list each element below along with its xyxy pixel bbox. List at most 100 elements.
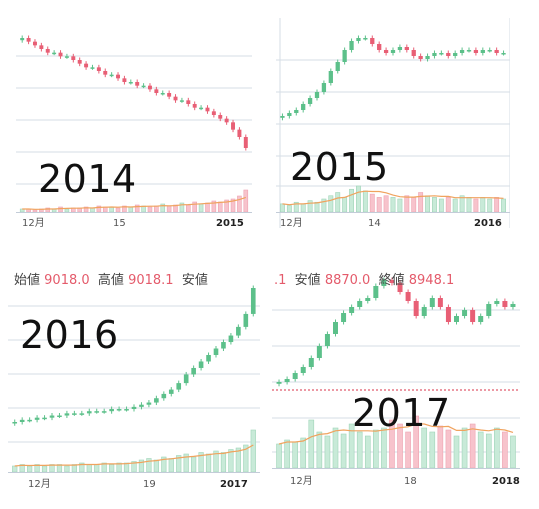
candle-body xyxy=(453,53,458,56)
x-tick-label: 19 xyxy=(143,479,156,490)
volume-bar xyxy=(485,433,492,469)
candle-body xyxy=(363,38,368,40)
chart-svg-2014 xyxy=(16,35,252,213)
year-label: 2017 xyxy=(352,391,451,435)
volume-bar xyxy=(250,429,256,473)
x-tick-label: 12月 xyxy=(22,218,45,229)
candle-body xyxy=(349,307,355,313)
volume-ma-line xyxy=(282,190,504,206)
chart-svg-2017 xyxy=(272,277,520,469)
candle-body xyxy=(228,335,234,343)
candle-body xyxy=(86,411,92,414)
candle-body xyxy=(357,301,363,307)
candle-body xyxy=(250,288,256,314)
candle-body xyxy=(32,41,37,46)
candle-body xyxy=(494,301,500,304)
candle-body xyxy=(300,367,306,373)
volume-bar xyxy=(445,429,452,469)
candle-body xyxy=(377,44,382,50)
candle-body xyxy=(321,83,327,92)
candle-body xyxy=(147,85,152,90)
candle-body xyxy=(462,310,468,316)
candle-body xyxy=(191,367,196,375)
chart-panel-2014: 2014 12月 15 2015 xyxy=(16,18,252,236)
volume-bar xyxy=(166,205,172,213)
candle-body xyxy=(446,53,451,56)
candle-body xyxy=(71,56,76,60)
candle-body xyxy=(199,107,204,110)
volume-bar xyxy=(340,433,347,469)
header-prefix: .1 xyxy=(274,273,287,288)
x-tick-label: 2017 xyxy=(220,479,248,490)
candle-body xyxy=(211,111,216,115)
volume-bar xyxy=(186,204,191,213)
candle-body xyxy=(510,304,516,307)
volume-bar xyxy=(473,198,479,213)
volume-bar xyxy=(362,190,368,213)
volume-bar xyxy=(300,203,306,213)
candle-body xyxy=(237,129,242,137)
candle-body xyxy=(57,415,62,418)
volume-bar xyxy=(300,437,307,469)
volume-bar xyxy=(418,192,424,213)
candle-body xyxy=(20,38,25,41)
x-tick-label: 18 xyxy=(404,476,417,487)
candle-body xyxy=(453,316,460,322)
volume-bar xyxy=(286,205,292,213)
candle-body xyxy=(27,419,32,422)
volume-bar xyxy=(487,198,493,213)
volume-bar xyxy=(292,441,298,469)
candle-body xyxy=(292,373,298,379)
candle-body xyxy=(494,50,499,53)
volume-bar xyxy=(480,197,486,213)
chart-panel-2016: 始値 9018.0 高値 9018.1 安値 2016 12月 19 2017 xyxy=(8,270,260,492)
candle-body xyxy=(109,409,114,412)
volume-ma-line xyxy=(22,196,246,210)
candle-body xyxy=(287,113,292,116)
candle-body xyxy=(101,411,107,413)
volume-bar xyxy=(154,205,159,213)
volume-bar xyxy=(324,435,331,469)
candle-body xyxy=(418,56,423,59)
volume-bar xyxy=(364,435,371,469)
candle-body xyxy=(124,409,129,411)
candle-body xyxy=(397,283,403,292)
candle-body xyxy=(349,41,354,50)
volume-bar xyxy=(123,462,130,473)
x-tick-label: 12月 xyxy=(280,218,303,229)
candle-body xyxy=(96,67,101,71)
candle-body xyxy=(439,53,444,55)
low-value: 8870.0 xyxy=(324,273,371,288)
volume-bar xyxy=(205,453,212,473)
volume-bar xyxy=(280,203,285,213)
candle-body xyxy=(373,286,379,298)
volume-bar xyxy=(64,465,70,473)
candle-body xyxy=(470,310,476,322)
candle-body xyxy=(332,322,339,334)
candle-body xyxy=(486,304,492,316)
volume-bar xyxy=(411,197,417,213)
candle-body xyxy=(314,92,320,98)
candle-body xyxy=(301,104,306,110)
candle-body xyxy=(294,110,299,113)
price-header: 始値 9018.0 高値 9018.1 安値 xyxy=(14,274,208,287)
candle-body xyxy=(397,47,403,50)
volume-bar xyxy=(328,195,334,213)
volume-bar xyxy=(390,197,396,213)
volume-bar xyxy=(228,449,234,473)
volume-bar xyxy=(308,419,315,469)
chart-svg-2015 xyxy=(276,18,510,228)
candle-body xyxy=(421,307,427,316)
volume-bar xyxy=(94,464,100,473)
candle-body xyxy=(236,326,241,336)
close-value: 8948.1 xyxy=(408,273,455,288)
year-label: 2015 xyxy=(290,145,389,189)
candle-body xyxy=(243,137,248,148)
candle-body xyxy=(186,100,191,104)
candle-body xyxy=(308,358,314,367)
candle-body xyxy=(116,74,121,79)
volume-bar xyxy=(494,427,500,469)
x-tick-label: 14 xyxy=(368,218,381,229)
high-value: 9018.1 xyxy=(128,273,174,288)
volume-bar xyxy=(217,201,223,213)
